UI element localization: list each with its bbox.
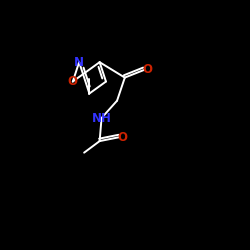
Text: O: O <box>117 131 127 144</box>
Text: O: O <box>142 64 152 76</box>
Text: O: O <box>68 75 78 88</box>
Text: N: N <box>74 56 84 69</box>
Text: NH: NH <box>92 112 112 124</box>
